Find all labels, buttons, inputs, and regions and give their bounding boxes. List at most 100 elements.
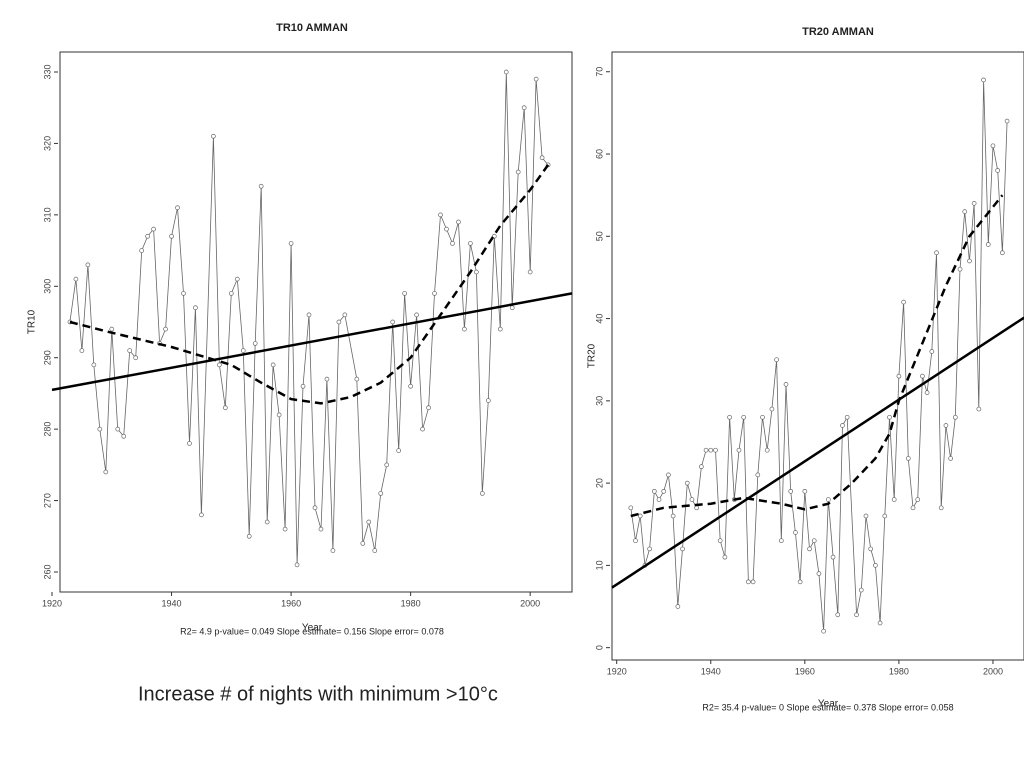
data-point bbox=[252, 341, 258, 346]
data-point bbox=[372, 548, 378, 553]
data-point bbox=[509, 305, 515, 311]
data-point bbox=[444, 226, 449, 232]
y-axis-label: TR10 bbox=[27, 309, 38, 334]
y-tick-label: 10 bbox=[594, 560, 604, 570]
data-point bbox=[727, 414, 732, 420]
data-point bbox=[825, 497, 831, 502]
x-tick-label: 1960 bbox=[795, 666, 815, 676]
data-point bbox=[1000, 250, 1005, 256]
data-point bbox=[957, 266, 963, 272]
data-point bbox=[783, 382, 789, 387]
data-point bbox=[264, 519, 270, 525]
data-point bbox=[73, 276, 79, 282]
data-point bbox=[633, 538, 638, 544]
data-point bbox=[637, 513, 643, 519]
data-point bbox=[962, 209, 968, 214]
data-point bbox=[181, 291, 186, 296]
y-tick-label: 260 bbox=[42, 564, 52, 579]
data-point bbox=[699, 464, 704, 470]
data-point bbox=[760, 414, 765, 420]
data-point bbox=[318, 526, 324, 532]
y-tick-label: 70 bbox=[594, 67, 604, 77]
chart-title: TR10 AMMAN bbox=[276, 22, 348, 34]
data-point bbox=[985, 242, 991, 247]
smooth-line bbox=[69, 164, 550, 405]
data-point bbox=[680, 546, 685, 552]
data-point bbox=[666, 472, 671, 478]
data-point bbox=[840, 423, 845, 428]
data-point bbox=[717, 538, 723, 544]
data-point bbox=[330, 548, 336, 553]
trend-line bbox=[611, 316, 1024, 589]
data-point bbox=[521, 105, 527, 111]
data-point bbox=[774, 357, 779, 363]
data-point bbox=[755, 472, 761, 478]
y-tick-label: 20 bbox=[594, 478, 604, 488]
data-point bbox=[336, 319, 342, 325]
data-point bbox=[324, 376, 330, 382]
data-point bbox=[708, 447, 714, 453]
data-point bbox=[948, 456, 953, 461]
data-point bbox=[402, 291, 407, 296]
data-point bbox=[995, 168, 1001, 173]
data-point bbox=[127, 348, 133, 353]
data-point bbox=[103, 469, 109, 475]
data-point bbox=[408, 383, 413, 389]
data-point bbox=[199, 512, 204, 518]
data-point bbox=[246, 533, 252, 539]
y-tick-label: 60 bbox=[594, 149, 604, 159]
data-point bbox=[967, 258, 972, 264]
data-point bbox=[145, 233, 150, 239]
data-point bbox=[228, 291, 234, 296]
data-point bbox=[211, 133, 216, 139]
data-point bbox=[240, 348, 246, 353]
data-point bbox=[115, 426, 121, 432]
data-point bbox=[432, 291, 437, 296]
data-point bbox=[863, 513, 869, 519]
data-point bbox=[396, 448, 402, 453]
data-point bbox=[746, 579, 751, 585]
data-point bbox=[109, 326, 115, 332]
data-point bbox=[656, 497, 662, 502]
y-tick-label: 50 bbox=[594, 231, 604, 241]
data-point bbox=[485, 398, 491, 403]
x-tick-label: 2000 bbox=[520, 598, 540, 608]
data-point bbox=[468, 241, 473, 246]
data-point bbox=[952, 414, 958, 420]
data-point bbox=[217, 362, 222, 368]
data-point bbox=[312, 505, 318, 511]
data-point bbox=[306, 312, 312, 318]
data-point bbox=[684, 480, 690, 486]
data-point bbox=[844, 414, 850, 420]
data-point bbox=[270, 362, 276, 368]
data-point bbox=[390, 319, 396, 325]
data-point bbox=[905, 456, 911, 461]
data-point bbox=[175, 205, 180, 211]
x-axis-label: Year bbox=[818, 699, 839, 710]
data-point bbox=[474, 269, 479, 275]
data-point bbox=[539, 155, 545, 161]
data-point bbox=[854, 612, 859, 618]
subtitle: R2= 35.4 p-value= 0 Slope estimate= 0.37… bbox=[702, 702, 953, 712]
data-point bbox=[778, 538, 784, 544]
data-point bbox=[887, 414, 892, 420]
y-tick-label: 270 bbox=[42, 493, 52, 508]
data-point bbox=[258, 183, 264, 189]
data-point bbox=[934, 250, 939, 256]
y-tick-label: 290 bbox=[42, 350, 52, 365]
y-tick-label: 300 bbox=[42, 279, 52, 294]
data-point bbox=[938, 505, 944, 511]
data-point bbox=[877, 620, 883, 626]
data-point bbox=[628, 505, 634, 511]
data-point bbox=[234, 276, 240, 282]
trend-line bbox=[51, 292, 573, 392]
data-point bbox=[97, 426, 103, 432]
data-point bbox=[713, 447, 718, 453]
x-tick-label: 2000 bbox=[983, 666, 1003, 676]
data-point bbox=[807, 546, 812, 552]
y-axis-label: TR20 bbox=[587, 343, 598, 368]
data-point bbox=[651, 488, 657, 494]
data-point bbox=[360, 541, 366, 546]
plot-frame bbox=[59, 51, 573, 593]
